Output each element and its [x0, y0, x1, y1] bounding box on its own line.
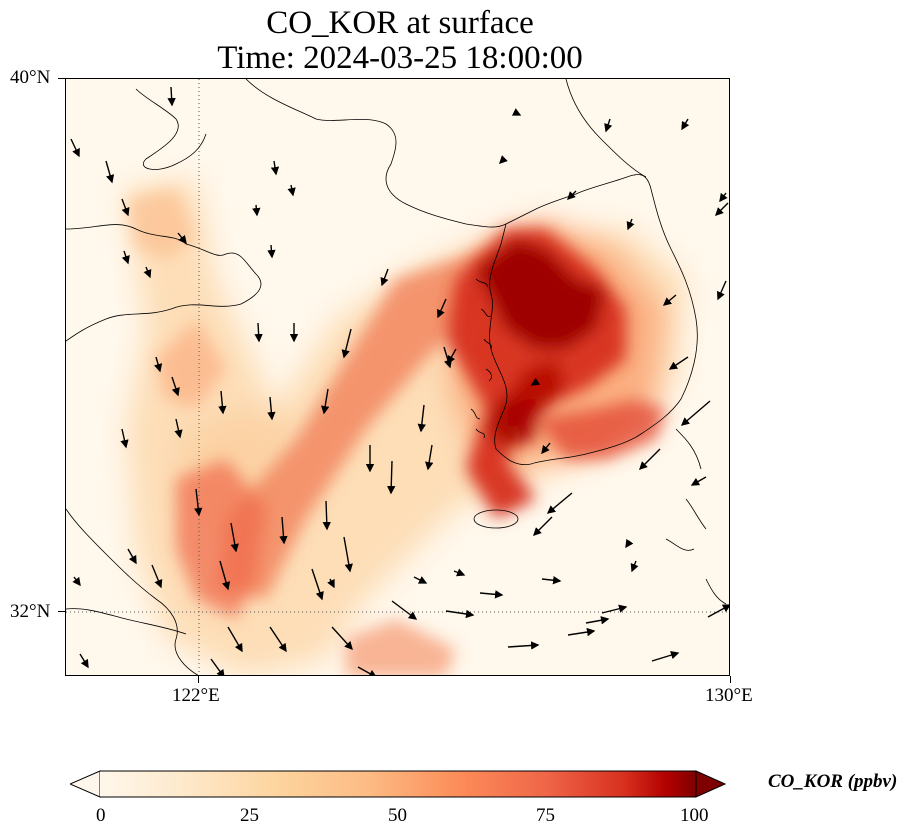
lon-label-122e: 122°E — [172, 685, 220, 706]
lat-tick-32n — [58, 611, 65, 612]
wind-vectors — [70, 86, 729, 675]
colorbar-ramp — [100, 771, 696, 797]
colorbar-tick-100: 100 — [680, 805, 709, 826]
map-title: CO_KOR at surface — [266, 5, 534, 41]
map-subtitle: Time: 2024-03-25 18:00:00 — [217, 40, 583, 76]
lon-label-130e: 130°E — [705, 685, 753, 706]
concentration-field — [66, 79, 729, 675]
lon-tick-130e — [730, 676, 731, 683]
map-panel — [65, 78, 730, 676]
lat-label-32n: 32°N — [10, 601, 51, 622]
coastlines — [66, 79, 727, 675]
lon-tick-122e — [198, 676, 199, 683]
colorbar-extend-low — [68, 770, 101, 798]
lat-label-40n: 40°N — [10, 67, 51, 88]
colorbar — [68, 770, 727, 800]
colorbar-tick-0: 0 — [96, 805, 106, 826]
colorbar-gradient — [68, 770, 727, 798]
lat-tick-40n — [58, 78, 65, 79]
colorbar-tick-25: 25 — [240, 805, 259, 826]
plume-korea-core — [446, 229, 666, 519]
colorbar-tick-75: 75 — [536, 805, 555, 826]
colorbar-extend-high — [695, 770, 727, 798]
colorbar-label: CO_KOR (ppbv) — [768, 771, 898, 792]
colorbar-tick-50: 50 — [388, 805, 407, 826]
